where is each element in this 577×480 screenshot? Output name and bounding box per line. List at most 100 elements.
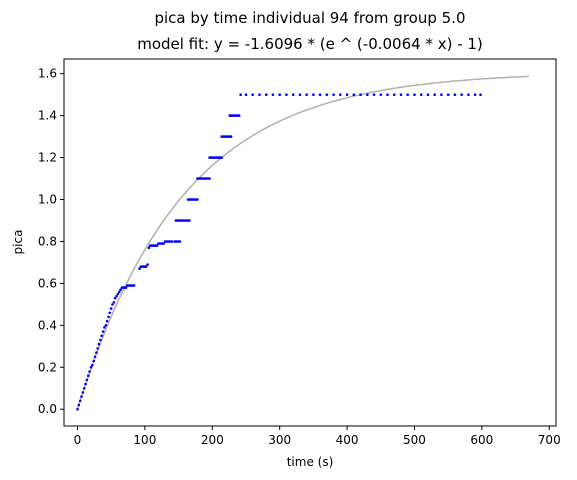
y-tick-label: 0.6 bbox=[38, 276, 57, 290]
data-point bbox=[271, 93, 275, 96]
x-axis-label: time (s) bbox=[287, 455, 334, 469]
data-point bbox=[116, 292, 120, 296]
x-tick-label: 400 bbox=[336, 433, 359, 447]
data-point bbox=[426, 93, 430, 96]
data-point bbox=[178, 240, 182, 243]
data-point bbox=[147, 246, 151, 249]
data-point bbox=[170, 240, 174, 243]
data-point bbox=[413, 93, 416, 96]
data-point bbox=[95, 351, 98, 354]
data-point bbox=[291, 93, 295, 96]
model-fit-line bbox=[76, 75, 530, 410]
y-tick-label: 1.2 bbox=[38, 151, 57, 165]
y-axis-label: pica bbox=[11, 230, 25, 255]
data-point bbox=[88, 370, 91, 373]
data-point bbox=[91, 363, 94, 367]
data-point bbox=[392, 93, 396, 96]
data-point bbox=[93, 355, 97, 359]
y-tick-label: 0.2 bbox=[38, 360, 57, 374]
data-point bbox=[229, 135, 233, 138]
x-tick-label: 100 bbox=[133, 433, 156, 447]
data-point bbox=[155, 244, 159, 247]
data-point bbox=[479, 93, 482, 96]
data-point bbox=[77, 403, 81, 407]
data-point bbox=[419, 93, 423, 96]
y-tick-label: 1.0 bbox=[38, 193, 57, 207]
x-tick-label: 500 bbox=[403, 433, 426, 447]
x-tick-label: 0 bbox=[74, 433, 82, 447]
data-point bbox=[108, 311, 112, 315]
data-point bbox=[278, 93, 282, 96]
data-point bbox=[399, 93, 403, 96]
data-point bbox=[386, 93, 389, 96]
data-point bbox=[107, 315, 110, 319]
data-point bbox=[99, 338, 102, 342]
data-point bbox=[446, 93, 450, 96]
data-point bbox=[81, 391, 85, 394]
data-point bbox=[237, 114, 241, 117]
data-point bbox=[76, 407, 79, 411]
data-point bbox=[406, 93, 410, 96]
data-point bbox=[453, 93, 457, 96]
data-point bbox=[103, 326, 106, 329]
data-point bbox=[109, 307, 113, 310]
data-point bbox=[78, 399, 82, 403]
data-point bbox=[359, 93, 362, 96]
data-point bbox=[188, 219, 191, 222]
x-tick-label: 700 bbox=[538, 433, 561, 447]
data-point bbox=[312, 93, 315, 96]
data-point bbox=[100, 334, 103, 338]
data-point bbox=[119, 288, 122, 292]
data-point bbox=[89, 366, 93, 369]
data-point bbox=[208, 177, 211, 180]
data-point bbox=[332, 93, 335, 96]
data-point bbox=[92, 359, 95, 363]
data-point bbox=[440, 93, 443, 96]
fit-line-layer bbox=[76, 75, 530, 410]
data-point bbox=[85, 378, 89, 382]
y-tick-label: 1.4 bbox=[38, 109, 57, 123]
data-point bbox=[112, 301, 116, 304]
data-points-layer bbox=[76, 93, 482, 411]
data-point bbox=[196, 198, 199, 201]
data-point bbox=[366, 93, 369, 96]
data-point bbox=[467, 93, 470, 96]
data-point bbox=[352, 93, 356, 96]
data-point bbox=[372, 93, 376, 96]
data-point bbox=[115, 294, 118, 298]
chart-subtitle: model fit: y = -1.6096 * (e ^ (-0.0064 *… bbox=[137, 35, 483, 53]
data-point bbox=[113, 296, 117, 300]
data-point bbox=[84, 382, 87, 386]
data-point bbox=[244, 93, 248, 96]
data-point bbox=[162, 242, 165, 245]
data-point bbox=[101, 330, 105, 333]
data-point bbox=[104, 324, 108, 327]
x-tick-label: 300 bbox=[268, 433, 291, 447]
y-tick-label: 0.8 bbox=[38, 234, 57, 248]
data-point bbox=[146, 263, 149, 266]
data-point bbox=[460, 93, 463, 96]
data-point bbox=[473, 93, 477, 96]
data-point bbox=[118, 290, 121, 294]
data-point bbox=[239, 93, 242, 96]
data-point bbox=[132, 284, 136, 287]
data-point bbox=[285, 93, 288, 96]
plot-frame bbox=[63, 58, 557, 427]
data-point bbox=[318, 93, 322, 96]
y-axis-ticks: 0.0 0.2 0.4 0.6 0.8 1.0 1.2 1.4 1.6 bbox=[38, 67, 64, 416]
data-point bbox=[124, 286, 128, 289]
data-point bbox=[80, 395, 83, 398]
data-point bbox=[345, 93, 349, 96]
data-point bbox=[96, 347, 99, 350]
data-point bbox=[97, 342, 101, 346]
data-point bbox=[298, 93, 302, 96]
data-point bbox=[251, 93, 254, 96]
data-point bbox=[144, 265, 148, 268]
chart-title: pica by time individual 94 from group 5.… bbox=[154, 9, 465, 27]
data-point bbox=[325, 93, 329, 96]
y-tick-label: 0.0 bbox=[38, 402, 57, 416]
data-point bbox=[379, 93, 383, 96]
data-point bbox=[339, 93, 342, 96]
y-tick-label: 1.6 bbox=[38, 67, 57, 81]
